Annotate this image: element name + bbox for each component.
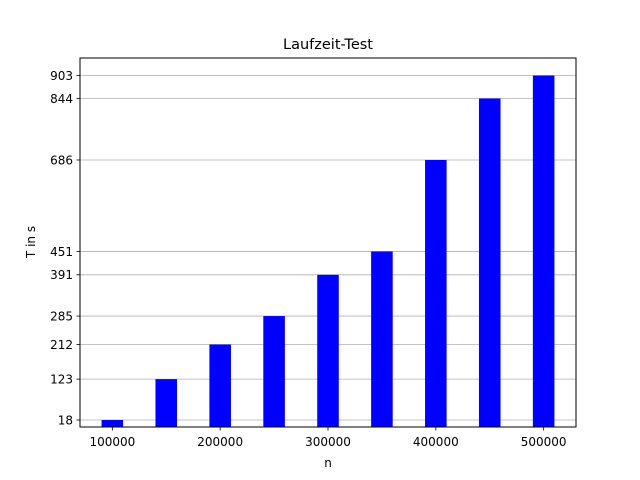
bar-300000 [317,274,339,427]
y-tick-label: 844 [50,92,73,106]
chart-title: Laufzeit-Test [283,37,373,53]
bar-100000 [101,419,124,427]
x-tick-label: 400000 [413,435,459,449]
bar-400000 [425,159,447,427]
x-axis-ticks: 100000 200000 300000 400000 500000 [89,427,567,449]
y-tick-label: 123 [50,372,73,386]
y-tick-label: 686 [50,153,73,167]
bar-250000 [263,316,285,427]
y-tick-label: 451 [50,245,73,259]
bar-350000 [371,251,393,427]
x-tick-label: 200000 [197,435,243,449]
y-tick-label: 18 [58,413,73,427]
x-tick-label: 500000 [521,435,567,449]
y-tick-label: 391 [50,268,73,282]
bar-500000 [532,75,555,428]
x-tick-label: 300000 [305,435,351,449]
y-tick-label: 212 [50,338,73,352]
y-tick-label: 285 [50,309,73,323]
bar-150000 [155,379,178,427]
x-axis-label: n [324,456,332,470]
bar-200000 [209,344,231,427]
bars [101,75,555,428]
y-axis-label: T in s [24,226,38,259]
bar-450000 [478,98,501,427]
x-tick-label: 100000 [89,435,135,449]
y-tick-label: 903 [50,69,73,83]
y-axis-ticks: 18 123 212 285 391 451 686 844 903 [50,69,80,427]
